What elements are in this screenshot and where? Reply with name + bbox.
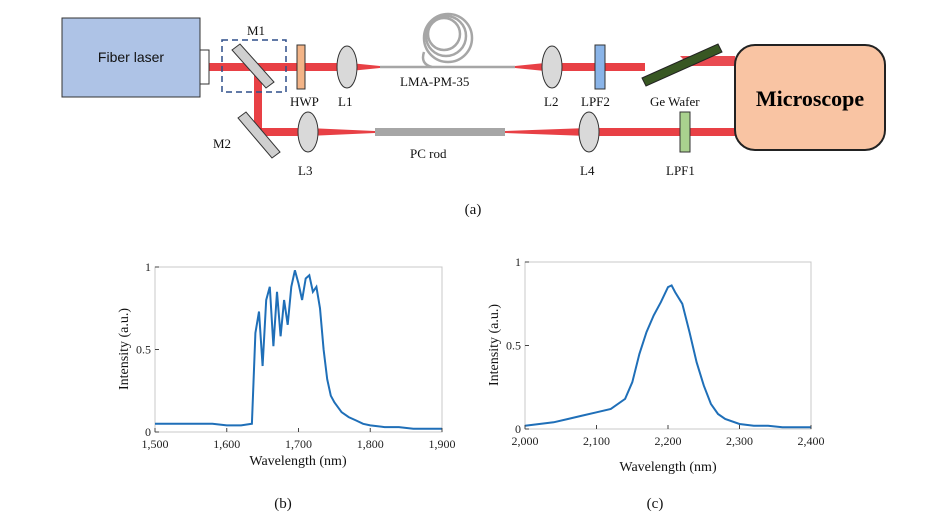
chart-b-xtick-label: 1,700 bbox=[285, 437, 312, 451]
lpf1-label: LPF1 bbox=[666, 163, 695, 178]
caption-c: (c) bbox=[647, 496, 664, 512]
hwp-plate bbox=[296, 44, 306, 90]
chart-b-xtick-label: 1,500 bbox=[142, 437, 169, 451]
chart-b-xtick-label: 1,900 bbox=[429, 437, 456, 451]
chart-c-ytick-label: 1 bbox=[515, 255, 521, 269]
fiber-laser-output-port bbox=[199, 49, 210, 85]
beam-m2-to-l3 bbox=[258, 128, 308, 136]
hwp-label: HWP bbox=[290, 94, 319, 109]
microscope-label: Microscope bbox=[756, 86, 865, 111]
chart-b-ytick-label: 0.5 bbox=[136, 343, 151, 357]
beam-l3-focus bbox=[308, 128, 375, 136]
pc-rod bbox=[375, 128, 505, 136]
beam-rod-out bbox=[505, 128, 588, 136]
chart-b: 1,500 1,600 1,700 1,800 1,900 0 0.5 1 Wavelengt… bbox=[117, 260, 456, 512]
chart-b-frame bbox=[154, 266, 443, 433]
chart-c-xlabel: Wavelength (nm) bbox=[619, 460, 717, 475]
chart-b-series-line bbox=[155, 270, 442, 430]
lpf2-label: LPF2 bbox=[581, 94, 610, 109]
chart-c-series-line bbox=[524, 284, 811, 429]
ge-wafer bbox=[641, 43, 723, 87]
l4-lens bbox=[578, 111, 600, 153]
chart-c-ytick-label: 0 bbox=[515, 422, 521, 436]
chart-b-ylabel: Intensity (a.u.) bbox=[117, 308, 132, 390]
lpf1-filter bbox=[679, 111, 691, 153]
fiber-laser-box bbox=[61, 17, 201, 98]
m2-mirror bbox=[237, 111, 281, 159]
chart-b-ytick-label: 1 bbox=[145, 260, 151, 274]
chart-c-xtick-label: 2,400 bbox=[798, 434, 825, 448]
chart-b-xtick-label: 1,800 bbox=[357, 437, 384, 451]
l1-label: L1 bbox=[338, 94, 352, 109]
beam-l1-focus bbox=[350, 63, 380, 71]
m2-label: M2 bbox=[213, 136, 231, 151]
chart-c-xtick-label: 2,200 bbox=[655, 434, 682, 448]
chart-c-xtick-label: 2,300 bbox=[726, 434, 753, 448]
caption-a: (a) bbox=[465, 202, 482, 218]
l3-lens bbox=[297, 111, 319, 153]
beam-laser-to-l1 bbox=[207, 63, 347, 71]
pc-rod-label: PC rod bbox=[410, 146, 447, 161]
fiber-label: LMA-PM-35 bbox=[400, 74, 469, 89]
ge-wafer-label: Ge Wafer bbox=[650, 94, 700, 109]
l4-label: L4 bbox=[580, 163, 595, 178]
l2-lens bbox=[541, 45, 563, 89]
chart-c: 2,000 2,100 2,200 2,300 2,400 0 0.5 1 Wavelengt… bbox=[487, 255, 825, 512]
m1-mirror bbox=[231, 43, 275, 89]
chart-b-xlabel: Wavelength (nm) bbox=[249, 454, 347, 469]
chart-c-ylabel: Intensity (a.u.) bbox=[487, 304, 502, 386]
lpf2-filter bbox=[594, 44, 606, 90]
caption-b: (b) bbox=[274, 496, 292, 512]
chart-c-ytick-label: 0.5 bbox=[506, 339, 521, 353]
chart-b-ytick-label: 0 bbox=[145, 425, 151, 439]
l1-lens bbox=[336, 45, 358, 89]
beam-m1-to-m2 bbox=[254, 70, 262, 132]
chart-b-xtick-label: 1,600 bbox=[213, 437, 240, 451]
m1-dashed-box bbox=[221, 39, 287, 93]
fiber-laser-label: Fiber laser bbox=[98, 49, 164, 65]
m1-label: M1 bbox=[247, 23, 265, 38]
beam-fiber-out bbox=[515, 63, 545, 71]
microscope-box bbox=[734, 44, 886, 151]
fiber-coil-icon bbox=[380, 12, 515, 69]
chart-c-xtick-label: 2,000 bbox=[512, 434, 539, 448]
l3-label: L3 bbox=[298, 163, 312, 178]
l2-label: L2 bbox=[544, 94, 558, 109]
beam-l4-to-microscope bbox=[588, 128, 735, 136]
chart-c-xtick-label: 2,100 bbox=[583, 434, 610, 448]
